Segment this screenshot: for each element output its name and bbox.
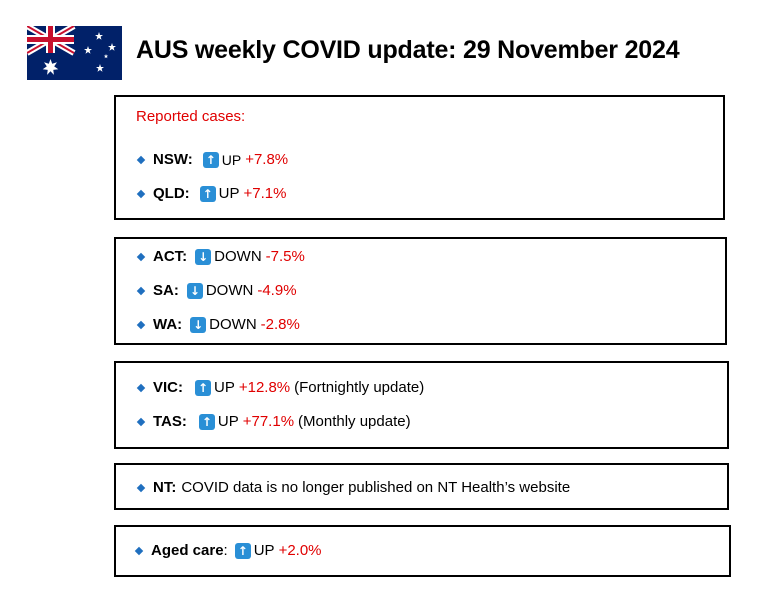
reported-cases-heading: Reported cases: xyxy=(136,108,246,125)
aged-care-label: Aged care xyxy=(151,542,224,559)
reported-cases-box: Reported cases: NSW: ↑ UP +7.8% QLD: ↑ U… xyxy=(114,95,725,220)
direction-text: UP xyxy=(214,379,235,396)
bullet-icon xyxy=(134,546,144,555)
list-item-sa: SA: ↓ DOWN -4.9% xyxy=(136,282,297,299)
aged-care-colon: : xyxy=(223,542,228,559)
change-value: -7.5% xyxy=(265,248,305,265)
direction-text: UP xyxy=(221,151,242,168)
state-label: SA: xyxy=(153,282,179,299)
bullet-icon xyxy=(136,155,146,164)
up-arrow-icon: ↑ xyxy=(195,379,211,396)
state-label: WA: xyxy=(153,316,183,333)
up-arrow-icon: ↑ xyxy=(234,542,251,559)
update-note: (Fortnightly update) xyxy=(294,379,425,396)
direction-text: UP xyxy=(253,542,275,559)
decrease-states-box: ACT: ↓ DOWN -7.5% SA: ↓ DOWN -4.9% WA: ↓… xyxy=(114,237,727,345)
direction-text: UP xyxy=(218,185,240,202)
update-note: (Monthly update) xyxy=(298,413,411,430)
state-label: ACT: xyxy=(153,248,188,265)
bullet-icon xyxy=(136,286,146,295)
change-value: -2.8% xyxy=(260,316,300,333)
change-value: +77.1% xyxy=(242,413,295,430)
bullet-icon xyxy=(136,383,146,392)
bullet-icon xyxy=(136,189,146,198)
down-arrow-icon: ↓ xyxy=(195,248,212,265)
list-item-qld: QLD: ↑ UP +7.1% xyxy=(136,185,286,202)
up-arrow-icon: ↑ xyxy=(199,185,216,202)
direction-text: DOWN xyxy=(205,282,254,299)
state-label: VIC: xyxy=(153,379,183,396)
list-item-tas: TAS: ↑ UP +77.1% (Monthly update) xyxy=(136,413,411,430)
bullet-icon xyxy=(136,483,146,492)
down-arrow-icon: ↓ xyxy=(190,316,207,333)
list-item-nt: NT: COVID data is no longer published on… xyxy=(136,479,570,496)
bullet-icon xyxy=(136,320,146,329)
list-item-act: ACT: ↓ DOWN -7.5% xyxy=(136,248,305,265)
vic-tas-box: VIC: ↑ UP +12.8% (Fortnightly update) TA… xyxy=(114,361,729,449)
nt-box: NT: COVID data is no longer published on… xyxy=(114,463,729,510)
change-value: +2.0% xyxy=(278,542,322,559)
change-value: +7.8% xyxy=(245,151,289,168)
change-value: -4.9% xyxy=(257,282,297,299)
direction-text: DOWN xyxy=(214,248,262,265)
state-label: QLD: xyxy=(153,185,190,202)
nt-notice-text: COVID data is no longer published on NT … xyxy=(181,479,571,496)
state-label: TAS: xyxy=(153,413,187,430)
list-item-nsw: NSW: ↑ UP +7.8% xyxy=(136,151,288,168)
state-label: NSW: xyxy=(153,151,193,168)
list-item-vic: VIC: ↑ UP +12.8% (Fortnightly update) xyxy=(136,379,424,396)
aged-care-box: Aged care : ↑ UP +2.0% xyxy=(114,525,731,577)
state-label: NT: xyxy=(153,479,177,496)
list-item-wa: WA: ↓ DOWN -2.8% xyxy=(136,316,300,333)
list-item-aged-care: Aged care : ↑ UP +2.0% xyxy=(134,542,322,559)
change-value: +7.1% xyxy=(243,185,287,202)
down-arrow-icon: ↓ xyxy=(186,282,203,299)
direction-text: UP xyxy=(217,413,239,430)
bullet-icon xyxy=(136,417,146,426)
australian-flag-icon xyxy=(27,26,122,80)
up-arrow-icon: ↑ xyxy=(198,413,215,430)
direction-text: DOWN xyxy=(209,316,257,333)
page-title: AUS weekly COVID update: 29 November 202… xyxy=(136,36,680,64)
change-value: +12.8% xyxy=(238,379,291,396)
bullet-icon xyxy=(136,252,146,261)
up-arrow-icon: ↑ xyxy=(202,151,219,168)
